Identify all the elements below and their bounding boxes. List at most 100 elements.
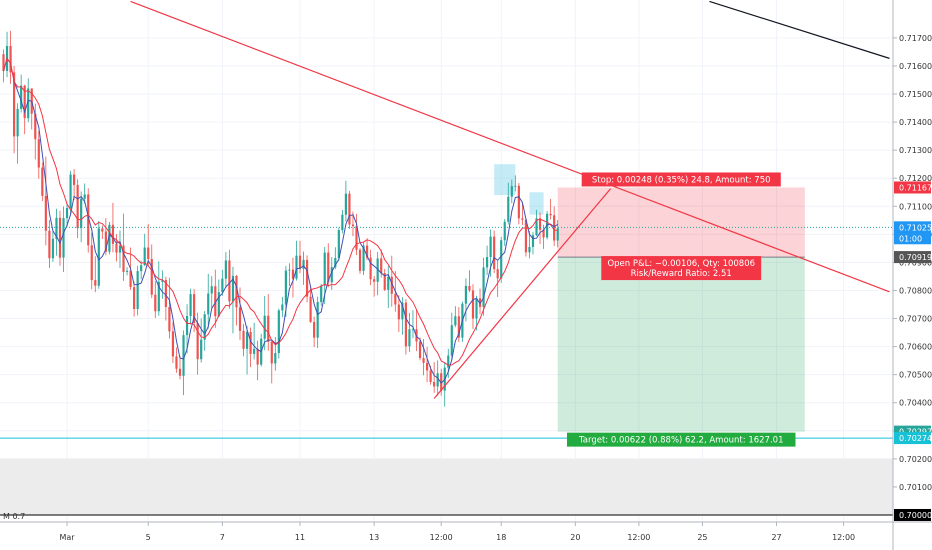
candle-body[interactable] — [433, 381, 436, 387]
candle-body[interactable] — [267, 315, 270, 342]
candle-body[interactable] — [500, 240, 503, 279]
candle-body[interactable] — [193, 294, 196, 324]
candle-body[interactable] — [468, 285, 471, 291]
candle-body[interactable] — [355, 226, 358, 250]
candle-body[interactable] — [464, 285, 468, 304]
candle-body[interactable] — [104, 231, 107, 252]
candle-body[interactable] — [418, 341, 422, 359]
candle-body[interactable] — [344, 193, 347, 215]
candle-body[interactable] — [531, 235, 535, 247]
candle-body[interactable] — [493, 236, 496, 270]
candle-body[interactable] — [380, 258, 383, 274]
candle-body[interactable] — [542, 229, 545, 238]
candle-body[interactable] — [200, 339, 203, 360]
candle-body[interactable] — [450, 325, 453, 356]
candle-body[interactable] — [330, 267, 333, 283]
candle-body[interactable] — [34, 113, 37, 140]
candle-body[interactable] — [122, 245, 125, 272]
take-profit-zone[interactable] — [557, 257, 805, 432]
candle-body[interactable] — [425, 362, 429, 371]
price-tag[interactable]: 0.71167 — [894, 181, 932, 194]
candle-body[interactable] — [323, 252, 326, 286]
trend-line-black-line[interactable] — [709, 0, 890, 59]
candle-body[interactable] — [411, 329, 415, 330]
candle-body[interactable] — [221, 278, 224, 293]
candle-body[interactable] — [214, 286, 217, 317]
candle-body[interactable] — [263, 315, 266, 339]
candle-body[interactable] — [277, 310, 280, 354]
candle-body[interactable] — [369, 257, 372, 280]
candle-body[interactable] — [154, 294, 157, 312]
candle-body[interactable] — [394, 293, 397, 305]
price-tag[interactable]: 0.70919 — [894, 251, 932, 264]
candle-body[interactable] — [150, 259, 153, 295]
candle-body[interactable] — [16, 108, 19, 137]
candle-body[interactable] — [182, 335, 185, 376]
candle-body[interactable] — [12, 72, 16, 137]
candle-body[interactable] — [320, 285, 323, 302]
candle-body[interactable] — [94, 280, 97, 286]
price-tag[interactable]: 0.70000 — [894, 508, 932, 521]
candle-body[interactable] — [535, 218, 538, 236]
trend-line-red-uptrend[interactable] — [433, 188, 612, 399]
candle-body[interactable] — [457, 316, 460, 338]
candle-body[interactable] — [376, 258, 379, 282]
candle-body[interactable] — [37, 139, 40, 168]
candle-body[interactable] — [270, 341, 273, 364]
candle-body[interactable] — [140, 265, 143, 272]
candle-body[interactable] — [136, 271, 139, 309]
candle-body[interactable] — [489, 236, 492, 258]
candle-body[interactable] — [73, 174, 76, 185]
candle-body[interactable] — [517, 185, 520, 219]
candle-body[interactable] — [341, 214, 344, 231]
candle-body[interactable] — [245, 332, 249, 349]
candle-body[interactable] — [447, 355, 450, 368]
candle-body[interactable] — [242, 330, 245, 349]
candle-body[interactable] — [485, 257, 489, 268]
candle-body[interactable] — [524, 219, 528, 253]
candle-body[interactable] — [373, 279, 376, 282]
candle-body[interactable] — [143, 247, 146, 266]
candle-body[interactable] — [274, 353, 277, 364]
candle-body[interactable] — [118, 245, 122, 253]
candle-body[interactable] — [185, 316, 189, 336]
candle-body[interactable] — [440, 373, 443, 391]
candle-body[interactable] — [436, 373, 439, 387]
candle-body[interactable] — [288, 269, 291, 271]
candle-body[interactable] — [108, 224, 111, 252]
candle-body[interactable] — [348, 193, 351, 225]
candle-body[interactable] — [97, 228, 100, 286]
candle-body[interactable] — [87, 194, 90, 246]
candle-body[interactable] — [510, 186, 513, 197]
candle-body[interactable] — [281, 304, 284, 311]
candle-body[interactable] — [125, 270, 129, 272]
candle-body[interactable] — [337, 230, 340, 258]
candle-body[interactable] — [291, 269, 295, 279]
candle-body[interactable] — [217, 292, 220, 317]
candle-body[interactable] — [429, 370, 432, 382]
candle-body[interactable] — [538, 218, 542, 230]
candle-body[interactable] — [422, 358, 425, 363]
candle-body[interactable] — [238, 307, 242, 331]
candle-body[interactable] — [475, 298, 478, 319]
candle-body[interactable] — [2, 54, 5, 72]
candle-body[interactable] — [101, 228, 104, 232]
candle-body[interactable] — [284, 270, 287, 305]
candle-body[interactable] — [175, 356, 178, 369]
stop-loss-zone[interactable] — [557, 187, 805, 258]
candle-body[interactable] — [454, 316, 457, 326]
candle-body[interactable] — [48, 230, 51, 259]
candle-body[interactable] — [168, 307, 171, 332]
candle-body[interactable] — [178, 368, 182, 376]
candle-body[interactable] — [224, 260, 227, 279]
candle-body[interactable] — [471, 290, 475, 319]
candle-body[interactable] — [147, 247, 150, 260]
candle-body[interactable] — [549, 213, 552, 216]
candle-body[interactable] — [58, 217, 62, 258]
candles-layer[interactable] — [2, 30, 559, 407]
candle-body[interactable] — [189, 294, 192, 317]
candle-body[interactable] — [334, 257, 337, 268]
candle-body[interactable] — [528, 246, 531, 253]
